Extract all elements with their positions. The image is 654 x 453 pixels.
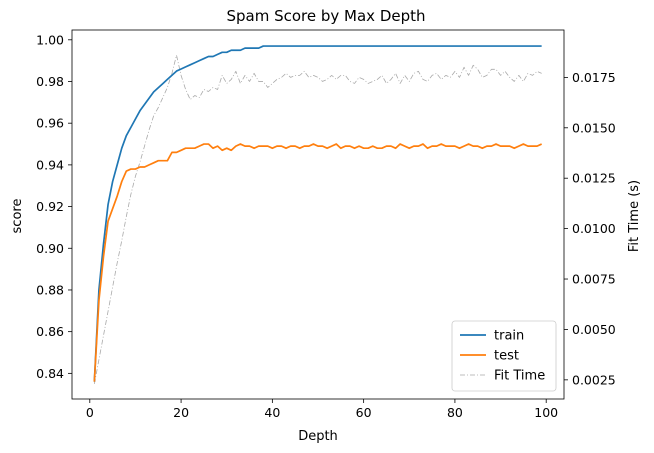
y-tick-label: 0.90 xyxy=(36,241,64,256)
x-tick-label: 80 xyxy=(447,405,463,420)
plot-area xyxy=(93,45,542,384)
y2-axis-title: Fit Time (s) xyxy=(627,180,642,252)
x-axis-title: Depth xyxy=(298,429,338,444)
x-tick-label: 20 xyxy=(173,405,189,420)
series-line-test xyxy=(93,143,542,382)
y-tick-label: 0.88 xyxy=(36,282,64,297)
chart-title: Spam Score by Max Depth xyxy=(226,7,425,25)
legend-label: Fit Time xyxy=(494,369,545,384)
y-tick-label: 1.00 xyxy=(36,32,64,47)
x-tick-label: 40 xyxy=(264,405,280,420)
y2-tick-label: 0.0075 xyxy=(572,272,616,287)
y-tick-label: 0.92 xyxy=(36,199,64,214)
y-tick-label: 0.94 xyxy=(36,157,64,172)
y2-tick-label: 0.0150 xyxy=(572,120,616,135)
y-tick-label: 0.98 xyxy=(36,74,64,89)
y2-tick-label: 0.0050 xyxy=(572,322,616,337)
axes: 0 20 40 60 80 100 0.84 0.86 0.88 0.90 0.92 0.94 0.96… xyxy=(36,29,616,420)
x-tick-label: 0 xyxy=(86,405,94,420)
y-axis-title: score xyxy=(10,199,25,234)
y-tick-label: 0.96 xyxy=(36,116,64,131)
y2-tick-label: 0.0125 xyxy=(572,171,616,186)
y-tick-label: 0.84 xyxy=(36,366,64,381)
x-tick-label: 100 xyxy=(534,405,558,420)
y2-tick-label: 0.0025 xyxy=(572,372,616,387)
series-line-train xyxy=(93,45,542,382)
series-line-fit-time xyxy=(93,54,542,384)
legend-label: test xyxy=(494,349,519,364)
x-tick-label: 60 xyxy=(356,405,372,420)
y2-tick-label: 0.0100 xyxy=(572,221,616,236)
legend-box xyxy=(451,320,557,392)
legend: train test Fit Time xyxy=(451,320,557,392)
legend-label: train xyxy=(494,329,524,344)
y2-tick-label: 0.0175 xyxy=(572,70,616,85)
y-tick-label: 0.86 xyxy=(36,324,64,339)
plot-frame xyxy=(71,29,565,400)
